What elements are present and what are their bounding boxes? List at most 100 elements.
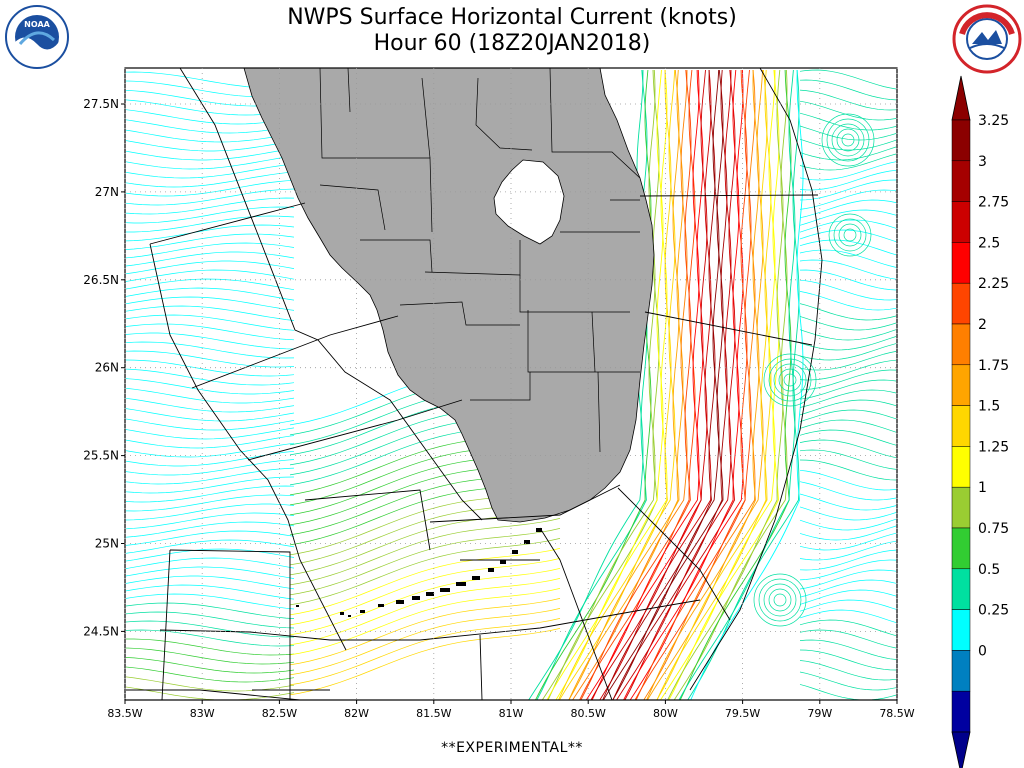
streamline bbox=[799, 399, 897, 416]
streamline bbox=[799, 525, 897, 541]
colorbar-label: 2 bbox=[978, 317, 987, 333]
streamline bbox=[585, 69, 700, 700]
lat-tick-label: 26.5N bbox=[83, 273, 119, 287]
lat-tick-label: 26N bbox=[95, 361, 119, 375]
county-lines bbox=[319, 68, 641, 453]
lon-tick-label: 82.5W bbox=[262, 707, 297, 720]
colorbar-segment bbox=[951, 690, 971, 733]
colorbar-label: 0.25 bbox=[978, 603, 1009, 619]
streamline bbox=[125, 676, 295, 692]
eddy-streamline bbox=[821, 113, 875, 167]
streamline bbox=[799, 303, 897, 321]
streamline bbox=[799, 100, 897, 121]
lon-tick-label: 80.5W bbox=[571, 707, 606, 720]
streamline bbox=[125, 593, 295, 610]
eddy-streamline bbox=[773, 593, 787, 607]
graticule bbox=[121, 68, 898, 704]
streamline bbox=[125, 629, 295, 647]
lon-tick-label: 79.5W bbox=[725, 707, 760, 720]
lat-tick-label: 27N bbox=[95, 185, 119, 199]
colorbar-segment bbox=[951, 160, 971, 202]
streamline bbox=[289, 558, 561, 626]
streamline bbox=[289, 578, 561, 646]
streamline bbox=[656, 69, 772, 700]
streamline bbox=[125, 485, 295, 503]
streamline bbox=[799, 291, 897, 311]
streamline bbox=[799, 153, 897, 171]
lon-tick-label: 83.5W bbox=[107, 707, 142, 720]
streamline bbox=[799, 199, 897, 219]
streamline bbox=[799, 343, 897, 361]
streamline bbox=[125, 647, 295, 665]
streamline bbox=[799, 629, 897, 649]
colorbar-label: 1 bbox=[978, 480, 987, 496]
colorbar-segment bbox=[951, 364, 971, 406]
streamline bbox=[799, 179, 897, 201]
colorbar-label: 1.5 bbox=[978, 399, 1000, 415]
streamline bbox=[799, 316, 897, 331]
streamline bbox=[536, 69, 648, 700]
streamline bbox=[289, 588, 561, 656]
streamline bbox=[799, 569, 897, 590]
colorbar-segment bbox=[951, 323, 971, 366]
streamline bbox=[289, 528, 561, 596]
streamline bbox=[799, 532, 897, 551]
streamline bbox=[125, 119, 295, 134]
streamline bbox=[125, 296, 295, 311]
streamline bbox=[673, 69, 788, 700]
colorbar-segment bbox=[951, 446, 971, 488]
streamline bbox=[125, 418, 295, 431]
streamline bbox=[799, 161, 897, 181]
streamline bbox=[289, 608, 561, 676]
streamline bbox=[799, 389, 897, 408]
colorbar-segment bbox=[951, 201, 971, 243]
streamline bbox=[679, 69, 792, 700]
streamline bbox=[125, 242, 295, 259]
eddy-streamline bbox=[841, 133, 855, 147]
streamline bbox=[799, 409, 897, 423]
streamline bbox=[629, 69, 744, 700]
streamline bbox=[799, 579, 897, 598]
streamline bbox=[125, 278, 295, 291]
streamline bbox=[612, 69, 728, 700]
streamline bbox=[125, 530, 295, 546]
lon-tick-label: 81W bbox=[499, 707, 524, 720]
eddy-streamline bbox=[826, 118, 870, 162]
streamline bbox=[125, 602, 295, 619]
colorbar-segment bbox=[951, 527, 971, 570]
streamline bbox=[660, 69, 776, 700]
streamline bbox=[591, 69, 704, 700]
streamline bbox=[125, 332, 295, 350]
streamline bbox=[125, 548, 295, 562]
streamline bbox=[799, 518, 897, 531]
streamline bbox=[125, 611, 295, 629]
streamline bbox=[799, 429, 897, 446]
streamline bbox=[799, 684, 897, 700]
streamline bbox=[799, 229, 897, 243]
colorbar-segment bbox=[951, 486, 971, 529]
streamline bbox=[634, 69, 752, 700]
streamline bbox=[799, 506, 897, 521]
streamline bbox=[125, 129, 295, 143]
streamline bbox=[125, 521, 295, 538]
streamline bbox=[125, 666, 295, 683]
streamline bbox=[799, 138, 897, 151]
streamline bbox=[690, 69, 804, 700]
streamline bbox=[599, 69, 712, 700]
streamline bbox=[647, 69, 764, 700]
eddy-streamline bbox=[768, 358, 812, 402]
streamline bbox=[799, 169, 897, 191]
streamline bbox=[125, 171, 295, 188]
streamline bbox=[289, 618, 561, 686]
streamline bbox=[799, 449, 897, 470]
streamline bbox=[125, 260, 295, 275]
streamline bbox=[125, 350, 295, 368]
streamline bbox=[656, 69, 768, 700]
streamline bbox=[125, 557, 295, 569]
streamline bbox=[799, 609, 897, 623]
longitude-labels: 83.5W 83W 82.5W 82W 81.5W 81W 80.5W 80W 79.5W 79W… bbox=[107, 707, 914, 720]
streamline bbox=[799, 146, 897, 161]
noaa-logo-text: NOAA bbox=[24, 20, 50, 29]
streamline bbox=[125, 305, 295, 321]
streamline bbox=[799, 249, 897, 268]
